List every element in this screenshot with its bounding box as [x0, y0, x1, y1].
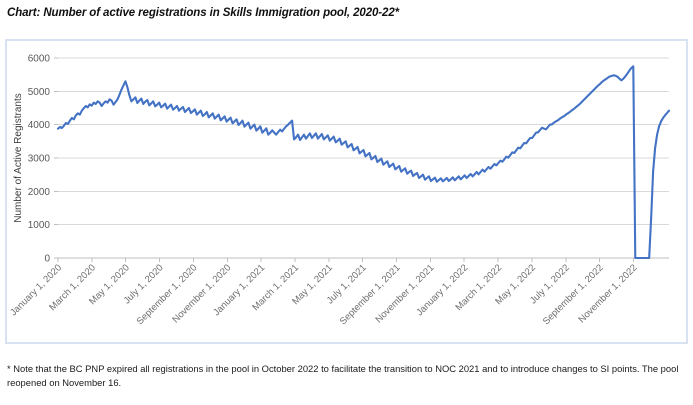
x-tick-label: September 1, 2022 — [541, 262, 606, 327]
x-tick-label: September 1, 2020 — [135, 262, 200, 327]
x-tick-label: November 1, 2020 — [170, 262, 233, 325]
y-axis-tick-labels: 0 1000 2000 3000 4000 5000 6000 — [28, 54, 51, 265]
chart-plot-container: 0 1000 2000 3000 4000 5000 6000 January 1, 202… — [5, 39, 688, 344]
axis-ticks — [54, 57, 669, 262]
y-axis-title: Number of Active Registrants — [13, 93, 24, 223]
y-tick-label: 2000 — [28, 187, 51, 198]
y-tick-label: 3000 — [28, 154, 51, 165]
y-tick-label: 6000 — [28, 54, 51, 65]
line-chart: 0 1000 2000 3000 4000 5000 6000 January 1, 202… — [8, 54, 671, 327]
series-line-active-registrants — [56, 65, 671, 260]
chart-footnote: * Note that the BC PNP expired all regis… — [7, 363, 679, 388]
gridlines — [58, 57, 669, 259]
y-tick-label: 5000 — [28, 87, 51, 98]
x-tick-label: November 1, 2021 — [373, 262, 436, 325]
y-tick-label: 1000 — [28, 220, 51, 231]
x-tick-label: November 1, 2022 — [577, 262, 640, 325]
x-tick-label: September 1, 2021 — [338, 262, 403, 327]
page-title: Chart: Number of active registrations in… — [7, 7, 400, 19]
y-tick-label: 0 — [44, 254, 50, 265]
y-tick-label: 4000 — [28, 120, 51, 131]
